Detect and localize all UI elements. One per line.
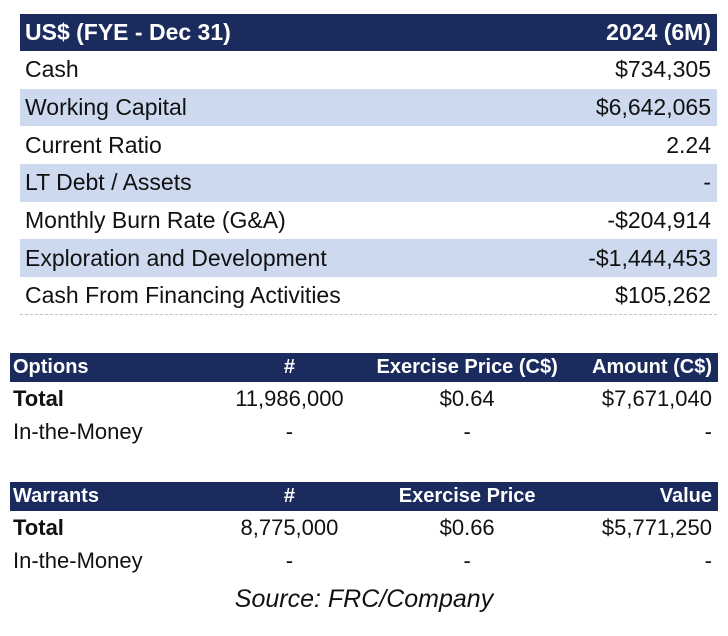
- row-count: -: [285, 418, 294, 444]
- row-value: -$1,444,453: [588, 244, 711, 271]
- row-value: 2.24: [666, 131, 711, 158]
- table-row: In-the-Money - - -: [10, 544, 718, 577]
- row-value: $5,771,250: [601, 514, 712, 540]
- row-count: -: [285, 547, 294, 573]
- warrants-header-count: #: [283, 485, 295, 507]
- table-row: Total 8,775,000 $0.66 $5,771,250: [10, 511, 718, 544]
- row-label: In-the-Money: [13, 418, 143, 444]
- row-label: Cash: [25, 56, 79, 83]
- table-row: In-the-Money - - -: [10, 415, 718, 448]
- row-label: In-the-Money: [13, 547, 143, 573]
- options-table: Options # Exercise Price (C$) Amount (C$…: [10, 353, 718, 448]
- warrants-header-value: Value: [659, 485, 712, 507]
- row-value: $734,305: [615, 56, 711, 83]
- row-count: 11,986,000: [235, 385, 344, 411]
- row-label: Total: [13, 385, 64, 411]
- table-row: Total 11,986,000 $0.64 $7,671,040: [10, 382, 718, 415]
- row-value: $105,262: [615, 281, 711, 308]
- row-price: -: [463, 418, 471, 444]
- table-row-lt-debt-assets: LT Debt / Assets -: [20, 164, 717, 202]
- row-price: $0.66: [439, 514, 495, 540]
- options-header-amount: Amount (C$): [592, 356, 712, 378]
- row-label: Exploration and Development: [25, 244, 327, 271]
- row-value: -$204,914: [607, 207, 711, 234]
- options-header-count: #: [283, 356, 295, 378]
- row-value: $6,642,065: [595, 94, 711, 121]
- options-header: Options # Exercise Price (C$) Amount (C$…: [10, 353, 718, 382]
- table-header: US$ (FYE - Dec 31) 2024 (6M): [20, 14, 717, 51]
- row-label: Current Ratio: [25, 131, 162, 158]
- row-value: -: [704, 547, 712, 573]
- warrants-header-price: Exercise Price: [398, 485, 536, 507]
- table-row-burn-rate: Monthly Burn Rate (G&A) -$204,914: [20, 202, 717, 240]
- row-label: Monthly Burn Rate (G&A): [25, 207, 286, 234]
- warrants-table: Warrants # Exercise Price Value Total 8,…: [10, 482, 718, 577]
- row-price: -: [463, 547, 471, 573]
- row-value: -: [703, 169, 711, 196]
- row-amount: $7,671,040: [601, 385, 712, 411]
- table-row-financing: Cash From Financing Activities $105,262: [20, 277, 717, 315]
- row-label: Total: [13, 514, 64, 540]
- warrants-header: Warrants # Exercise Price Value: [10, 482, 718, 511]
- header-period: 2024 (6M): [606, 19, 711, 45]
- row-label: LT Debt / Assets: [25, 169, 192, 196]
- source-caption: Source: FRC/Company: [234, 585, 494, 613]
- row-amount: -: [704, 418, 712, 444]
- row-label: Working Capital: [25, 94, 187, 121]
- financial-summary-table: US$ (FYE - Dec 31) 2024 (6M) Cash $734,3…: [20, 14, 717, 315]
- table-row-cash: Cash $734,305: [20, 51, 717, 89]
- row-count: 8,775,000: [240, 514, 339, 540]
- row-price: $0.64: [439, 385, 495, 411]
- row-label: Cash From Financing Activities: [25, 281, 341, 308]
- table-row-current-ratio: Current Ratio 2.24: [20, 126, 717, 164]
- table-row-working-capital: Working Capital $6,642,065: [20, 88, 717, 127]
- options-header-name: Options: [13, 356, 89, 378]
- options-header-price: Exercise Price (C$): [376, 356, 558, 378]
- table-row-exploration: Exploration and Development -$1,444,453: [20, 239, 717, 278]
- header-label: US$ (FYE - Dec 31): [25, 19, 231, 45]
- warrants-header-name: Warrants: [13, 485, 99, 507]
